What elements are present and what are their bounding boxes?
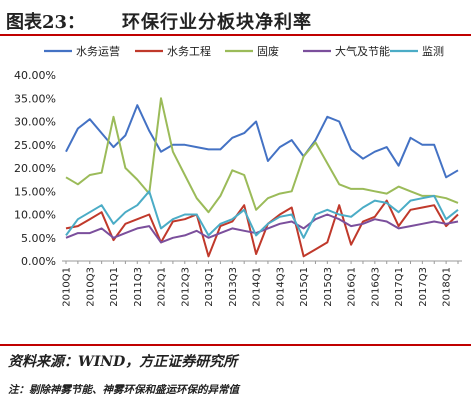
x-tick-label: 2015Q1 bbox=[299, 267, 310, 307]
x-tick-label: 2016Q3 bbox=[370, 267, 381, 307]
series-line-4 bbox=[65, 190, 459, 239]
x-tick-label: 2012Q1 bbox=[157, 267, 168, 307]
legend-label-4: 监测 bbox=[422, 45, 444, 58]
y-tick-label: 35.00% bbox=[14, 92, 56, 105]
x-tick-label: 2010Q3 bbox=[85, 267, 96, 307]
x-axis: 2010Q1 2010Q3 2011Q1 2011Q3 2012Q1 2012Q3 2013… bbox=[62, 260, 462, 307]
line-chart: 水务运营 水务工程 固废 大气及节能 监测 0.00% 5.00% 10.00% 15.00%… bbox=[14, 44, 462, 307]
x-tick-label: 2013Q1 bbox=[204, 267, 215, 307]
chart-title: 环保行业分板块净利率 bbox=[122, 12, 312, 33]
x-tick-label: 2014Q1 bbox=[252, 267, 263, 307]
x-tick-label: 2017Q3 bbox=[418, 267, 429, 307]
source-divider bbox=[0, 344, 471, 346]
x-tick-label: 2011Q3 bbox=[133, 267, 144, 307]
x-tick-label: 2012Q3 bbox=[180, 267, 191, 307]
y-tick-label: 40.00% bbox=[14, 69, 56, 82]
x-tick-label: 2014Q3 bbox=[275, 267, 286, 307]
x-tick-label: 2017Q1 bbox=[394, 267, 405, 307]
y-tick-label: 15.00% bbox=[14, 185, 56, 198]
legend-label-3: 大气及节能 bbox=[335, 44, 390, 58]
note-text: 注：剔除神雾节能、神雾环保和盛运环保的异常值 bbox=[8, 384, 239, 396]
series-line-0 bbox=[65, 104, 459, 179]
legend-label-2: 固废 bbox=[257, 44, 279, 58]
x-tick-label: 2010Q1 bbox=[62, 267, 73, 307]
y-tick-label: 10.00% bbox=[14, 209, 56, 222]
y-axis: 0.00% 5.00% 10.00% 15.00% 20.00% 25.00% 30.00%… bbox=[14, 69, 56, 268]
series-line-1 bbox=[65, 199, 459, 258]
x-tick-label: 2011Q1 bbox=[109, 267, 120, 307]
x-tick-label: 2016Q1 bbox=[347, 267, 358, 307]
legend-label-0: 水务运营 bbox=[76, 44, 120, 58]
x-tick-label: 2013Q3 bbox=[228, 267, 239, 307]
legend: 水务运营 水务工程 固废 大气及节能 监测 bbox=[44, 44, 444, 58]
figure-label: 图表23： bbox=[6, 12, 86, 33]
x-tick-label: 2018Q1 bbox=[442, 267, 453, 307]
x-tick-label: 2015Q3 bbox=[323, 267, 334, 307]
y-tick-label: 0.00% bbox=[21, 255, 56, 268]
y-tick-label: 25.00% bbox=[14, 139, 56, 152]
title-bar: 图表23： 环保行业分板块净利率 bbox=[0, 4, 471, 36]
series-line-2 bbox=[65, 97, 459, 214]
y-tick-label: 5.00% bbox=[21, 232, 56, 245]
source-text: 资料来源：WIND，方正证券研究所 bbox=[8, 354, 238, 370]
y-tick-label: 30.00% bbox=[14, 116, 56, 129]
y-tick-label: 20.00% bbox=[14, 162, 56, 175]
legend-label-1: 水务工程 bbox=[167, 45, 211, 58]
series-lines bbox=[65, 97, 459, 258]
